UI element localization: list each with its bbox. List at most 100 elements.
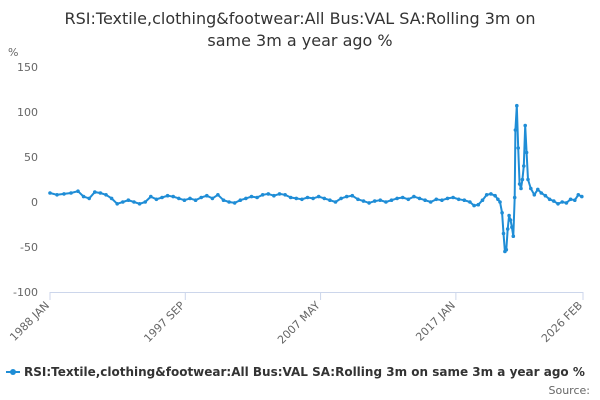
data-point[interactable] <box>580 194 584 199</box>
data-point[interactable] <box>361 199 366 203</box>
data-point[interactable] <box>505 227 510 231</box>
data-point[interactable] <box>543 193 548 198</box>
data-point[interactable] <box>81 194 86 199</box>
data-point[interactable] <box>333 200 338 204</box>
data-point[interactable] <box>255 195 259 200</box>
data-point[interactable] <box>556 202 560 206</box>
data-point[interactable] <box>98 191 103 195</box>
data-point[interactable] <box>121 200 125 204</box>
legend[interactable]: RSI:Textile,clothing&footwear:All Bus:VA… <box>6 365 585 379</box>
data-point[interactable] <box>389 198 394 202</box>
data-point[interactable] <box>480 198 485 202</box>
data-point[interactable] <box>484 193 489 197</box>
data-point[interactable] <box>472 203 476 208</box>
data-point[interactable] <box>48 191 52 195</box>
data-point[interactable] <box>462 198 467 202</box>
data-point[interactable] <box>552 199 556 203</box>
data-point[interactable] <box>476 202 481 207</box>
data-point[interactable] <box>165 193 170 198</box>
data-point[interactable] <box>93 190 97 194</box>
data-point[interactable] <box>76 189 80 193</box>
data-point[interactable] <box>539 191 544 195</box>
data-point[interactable] <box>199 195 203 200</box>
data-point[interactable] <box>221 198 226 202</box>
data-point[interactable] <box>440 198 444 202</box>
data-point[interactable] <box>55 193 59 197</box>
data-point[interactable] <box>288 195 293 200</box>
data-point[interactable] <box>305 195 310 200</box>
data-point[interactable] <box>564 201 569 205</box>
data-point[interactable] <box>496 197 500 202</box>
data-point[interactable] <box>249 194 254 199</box>
data-point[interactable] <box>272 193 276 198</box>
data-point[interactable] <box>520 177 525 182</box>
data-point[interactable] <box>104 193 108 197</box>
data-point[interactable] <box>384 200 388 204</box>
data-point[interactable] <box>468 200 472 204</box>
data-point[interactable] <box>510 225 514 229</box>
data-point[interactable] <box>143 200 147 204</box>
data-point[interactable] <box>109 196 114 201</box>
data-point[interactable] <box>523 123 527 128</box>
data-point[interactable] <box>350 193 355 198</box>
data-point[interactable] <box>500 211 504 215</box>
data-point[interactable] <box>328 198 332 202</box>
data-point[interactable] <box>294 196 299 201</box>
data-point[interactable] <box>573 198 577 202</box>
data-point[interactable] <box>434 197 439 202</box>
data-point[interactable] <box>456 197 461 202</box>
data-point[interactable] <box>216 193 220 197</box>
data-point[interactable] <box>177 196 181 201</box>
data-point[interactable] <box>344 194 349 199</box>
data-point[interactable] <box>508 218 513 222</box>
data-point[interactable] <box>356 197 360 202</box>
data-point[interactable] <box>400 195 405 200</box>
data-point[interactable] <box>522 164 526 168</box>
data-point[interactable] <box>277 192 282 196</box>
data-point[interactable] <box>536 187 540 192</box>
data-point[interactable] <box>115 202 119 206</box>
data-point[interactable] <box>417 196 422 201</box>
data-point[interactable] <box>339 196 343 201</box>
data-point[interactable] <box>322 196 327 201</box>
data-point[interactable] <box>517 182 522 186</box>
data-point[interactable] <box>516 146 520 150</box>
data-point[interactable] <box>428 200 433 204</box>
data-point[interactable] <box>504 247 509 252</box>
data-point[interactable] <box>300 197 304 202</box>
data-point[interactable] <box>423 198 427 202</box>
data-point[interactable] <box>547 197 552 202</box>
data-point[interactable] <box>232 201 237 205</box>
data-point[interactable] <box>311 196 315 201</box>
data-point[interactable] <box>576 193 581 197</box>
data-point[interactable] <box>244 196 248 201</box>
data-point[interactable] <box>512 195 517 200</box>
data-point[interactable] <box>69 191 73 195</box>
data-point[interactable] <box>445 196 450 201</box>
data-point[interactable] <box>529 186 533 191</box>
data-point[interactable] <box>266 192 271 196</box>
data-point[interactable] <box>283 193 287 197</box>
data-point[interactable] <box>489 192 493 196</box>
data-point[interactable] <box>149 194 153 199</box>
data-point[interactable] <box>498 200 502 204</box>
data-point[interactable] <box>210 196 215 201</box>
data-point[interactable] <box>188 196 192 201</box>
data-point[interactable] <box>412 194 416 199</box>
data-point[interactable] <box>62 192 66 196</box>
data-point[interactable] <box>451 195 455 200</box>
data-point[interactable] <box>501 231 506 236</box>
data-point[interactable] <box>316 194 321 199</box>
data-point[interactable] <box>87 196 91 201</box>
data-point[interactable] <box>526 177 530 182</box>
data-point[interactable] <box>137 202 142 206</box>
data-point[interactable] <box>524 150 529 155</box>
data-point[interactable] <box>154 197 159 202</box>
data-point[interactable] <box>519 186 523 191</box>
data-point[interactable] <box>182 198 187 202</box>
data-point[interactable] <box>171 194 175 199</box>
data-point[interactable] <box>406 197 411 202</box>
data-point[interactable] <box>372 199 377 203</box>
data-point[interactable] <box>493 193 497 198</box>
data-point[interactable] <box>160 195 164 200</box>
